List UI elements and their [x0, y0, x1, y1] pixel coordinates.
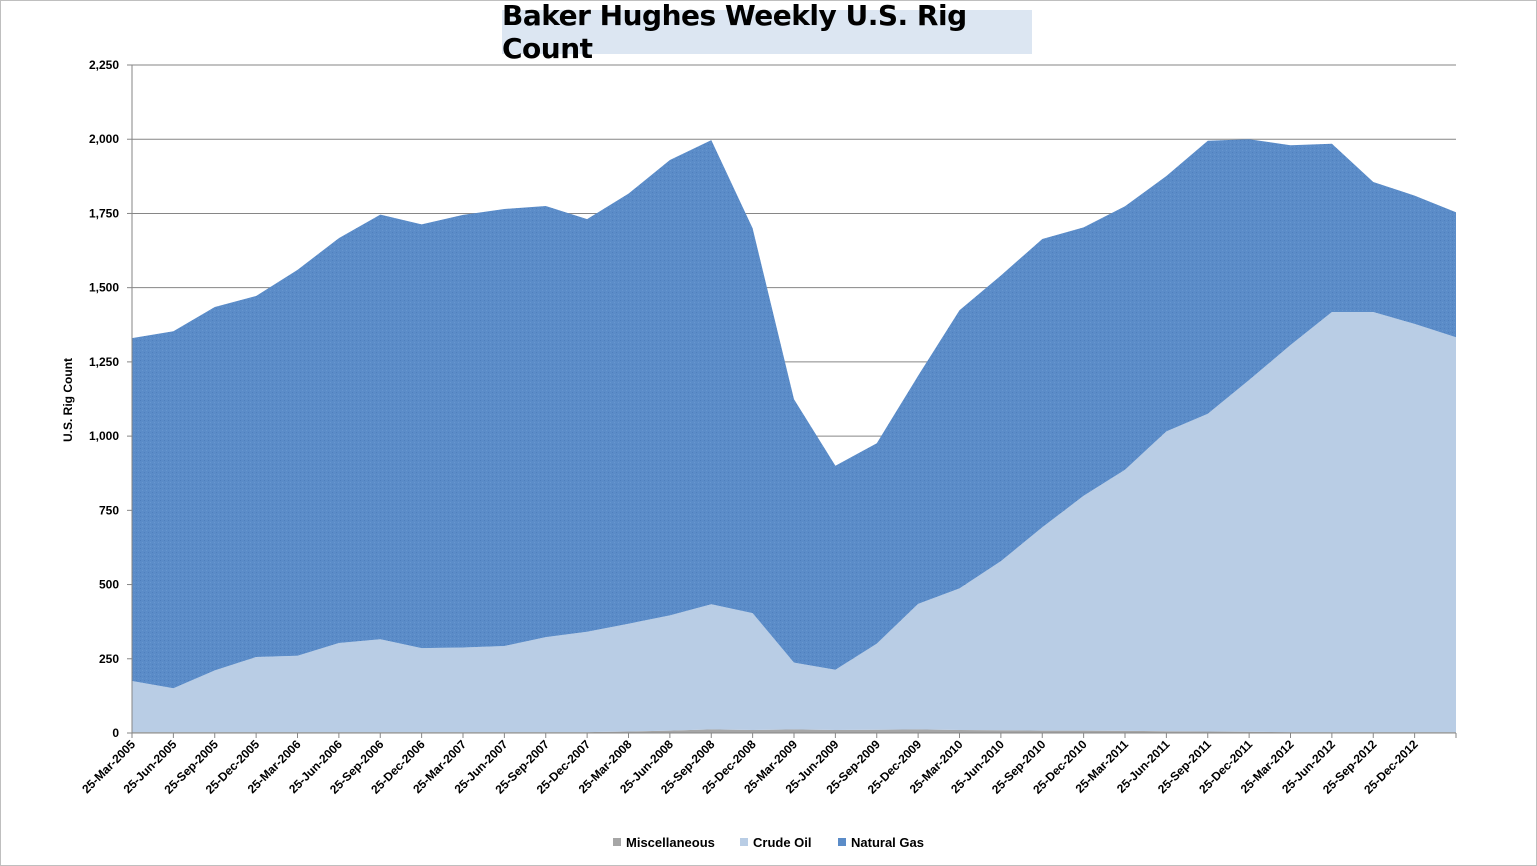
y-tick-label: 2,250 — [89, 58, 119, 72]
legend-label: Miscellaneous — [626, 835, 715, 850]
legend-swatch — [613, 838, 621, 846]
y-tick-label: 750 — [99, 503, 119, 517]
y-tick-label: 1,250 — [89, 355, 119, 369]
area-series — [132, 139, 1456, 733]
y-tick-label: 1,500 — [89, 281, 119, 295]
legend-label: Natural Gas — [851, 835, 924, 850]
y-tick-label: 2,000 — [89, 132, 119, 146]
legend: Miscellaneous Crude Oil Natural Gas — [613, 835, 924, 850]
area-natural-gas — [132, 139, 1456, 689]
legend-label: Crude Oil — [753, 835, 812, 850]
legend-swatch — [838, 838, 846, 846]
y-tick-label: 0 — [112, 726, 119, 740]
area-crude-oil — [132, 312, 1456, 733]
x-tick-labels: 25-Mar-200525-Jun-200525-Sep-200525-Dec-… — [79, 737, 1421, 797]
y-tick-label: 500 — [99, 578, 119, 592]
legend-swatch — [740, 838, 748, 846]
y-tick-label: 1,000 — [89, 429, 119, 443]
y-axis-title: U.S. Rig Count — [61, 358, 75, 442]
y-tick-labels: 0 250 500 750 1,000 1,250 1,500 1,750 2,000 2,250 — [89, 58, 119, 740]
y-tick-label: 1,750 — [89, 206, 119, 220]
y-tick-label: 250 — [99, 652, 119, 666]
axes — [127, 64, 1457, 738]
